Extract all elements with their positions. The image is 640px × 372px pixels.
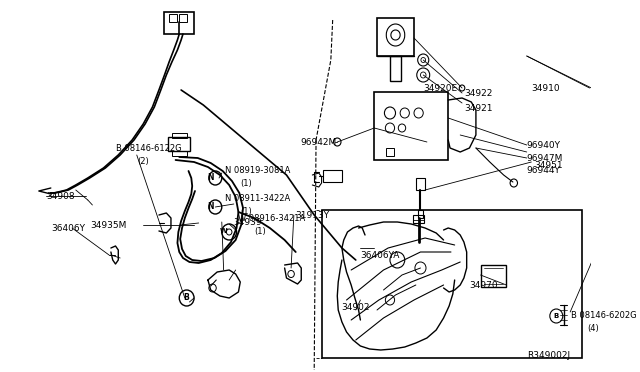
Text: 34935M: 34935M (91, 221, 127, 230)
Text: N: N (207, 173, 214, 182)
Bar (387, 148, 394, 156)
Bar (413, 215, 424, 223)
Text: R349002J: R349002J (527, 350, 570, 359)
Text: 36406Y: 36406Y (51, 224, 85, 232)
Text: 34920E: 34920E (423, 83, 458, 93)
Text: N 08911-3422A: N 08911-3422A (225, 193, 290, 202)
Text: 34908: 34908 (46, 192, 75, 201)
Text: 34939: 34939 (233, 218, 262, 227)
Text: 96942M: 96942M (300, 138, 337, 147)
Bar (172, 133, 187, 138)
Text: (1): (1) (240, 179, 252, 187)
Bar (321, 210, 582, 358)
Bar (172, 151, 187, 156)
Text: 31913Y: 31913Y (296, 211, 330, 219)
Bar (418, 210, 423, 218)
Bar (168, 137, 190, 151)
Text: 34951: 34951 (534, 160, 563, 170)
Bar (323, 170, 342, 182)
Text: B: B (554, 313, 559, 319)
Text: 36406YA: 36406YA (360, 250, 400, 260)
Text: N: N (207, 202, 214, 211)
Text: (4): (4) (587, 324, 598, 333)
Text: 34970: 34970 (470, 280, 498, 289)
Text: 34910: 34910 (531, 83, 560, 93)
Text: N 08919-3081A: N 08919-3081A (225, 166, 290, 174)
Bar (390, 56, 401, 81)
Text: 96944Y: 96944Y (527, 166, 561, 174)
Text: (1): (1) (240, 206, 252, 215)
Text: B 08146-6122G: B 08146-6122G (115, 144, 181, 153)
Bar (164, 12, 194, 34)
Bar (481, 265, 506, 287)
Bar (179, 14, 187, 22)
Bar (374, 92, 448, 160)
Text: (2): (2) (137, 157, 148, 166)
Text: B 08146-6202G: B 08146-6202G (571, 311, 637, 320)
Text: 34921: 34921 (464, 103, 492, 112)
Text: 34902: 34902 (341, 304, 369, 312)
Text: (1): (1) (254, 227, 266, 235)
Bar (377, 18, 414, 56)
Text: 96947M: 96947M (527, 154, 563, 163)
Text: 96940Y: 96940Y (527, 141, 561, 150)
Bar (169, 14, 177, 22)
Bar (416, 178, 425, 190)
Text: 34922: 34922 (464, 89, 492, 97)
Text: W 08916-3421A: W 08916-3421A (239, 214, 306, 222)
Text: W: W (220, 228, 227, 234)
Text: B: B (183, 294, 189, 302)
